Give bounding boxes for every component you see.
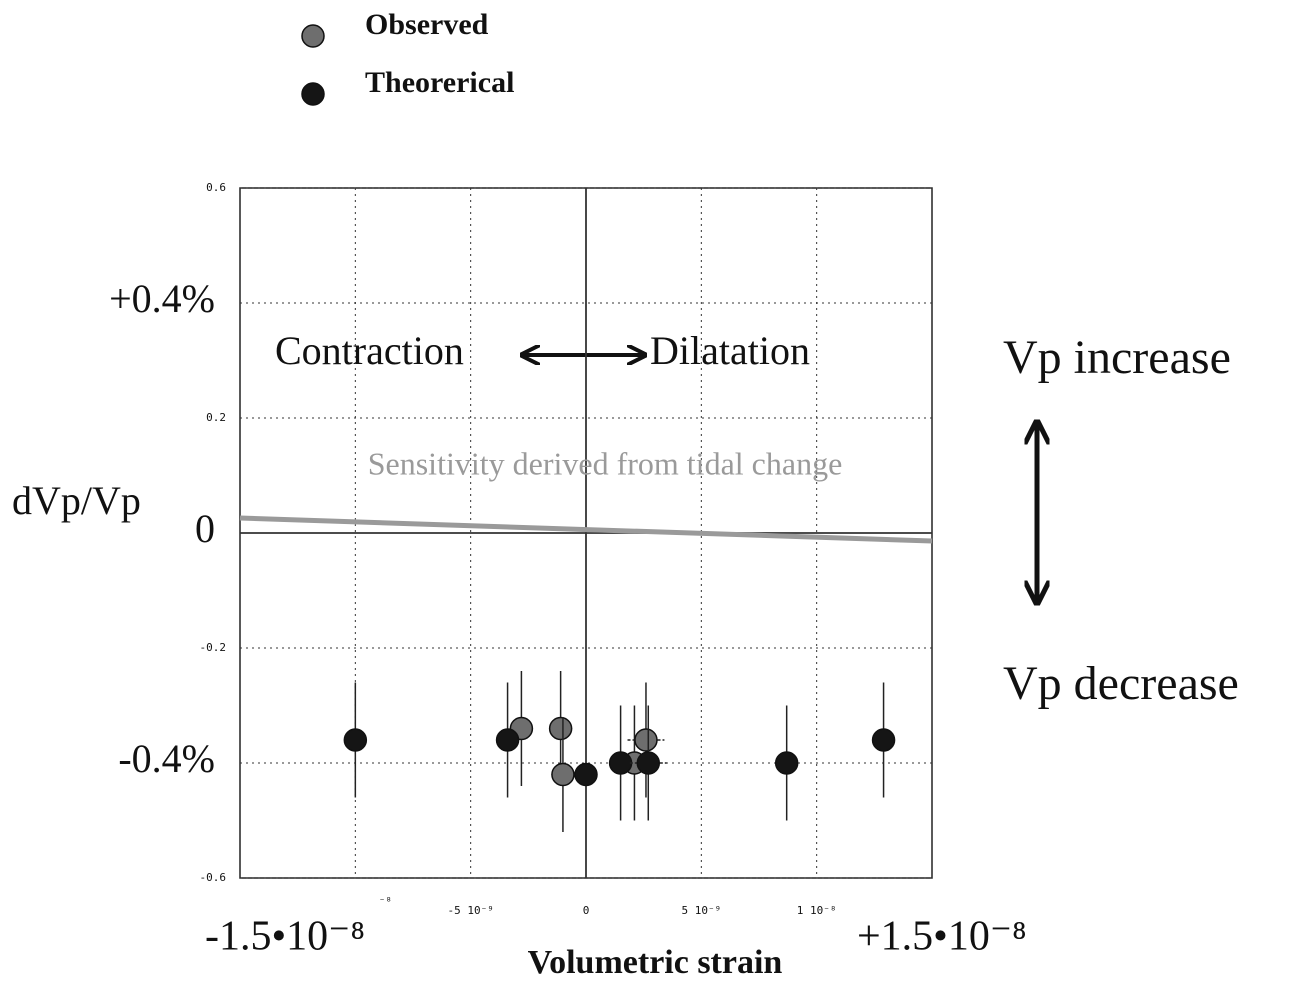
- x-tick-label: ⁻⁸: [379, 895, 392, 908]
- point: [608, 751, 633, 775]
- sensitivity-label: Sensitivity derived from tidal change: [368, 445, 843, 481]
- point: [495, 728, 520, 752]
- x-axis-label: Volumetric strain: [528, 944, 783, 981]
- point: [551, 762, 575, 787]
- point: [574, 762, 598, 787]
- y-tick-label: 0.2: [206, 411, 226, 424]
- sensitivity-line: [239, 515, 933, 544]
- x-tick-label: -5 10⁻⁹: [447, 904, 493, 917]
- x-tick-label: 0: [583, 904, 590, 917]
- point: [774, 751, 799, 775]
- annotation: Vp decrease: [1003, 657, 1239, 710]
- x-tick-label: -1.5•10⁻⁸: [205, 914, 365, 960]
- legend: Observed Theorerical: [301, 8, 514, 106]
- annotation: Dilatation: [650, 328, 810, 373]
- y-tick-label: 0: [195, 506, 215, 551]
- point: [343, 728, 368, 752]
- x-tick-label: 5 10⁻⁹: [681, 904, 721, 917]
- point: [634, 728, 658, 752]
- point: [871, 728, 896, 752]
- legend-marker: [301, 24, 325, 48]
- annotation: Vp increase: [1003, 331, 1231, 384]
- y-tick-label: -0.6: [200, 871, 227, 884]
- legend-label: Observed: [365, 8, 489, 41]
- legend-marker: [301, 82, 325, 106]
- annotation: Contraction: [275, 328, 464, 373]
- y-axis-label: dVp/Vp: [12, 478, 141, 523]
- y-tick-label: 0.6: [206, 181, 226, 194]
- point: [636, 751, 661, 775]
- x-tick-label: +1.5•10⁻⁸: [857, 914, 1027, 960]
- legend-label: Theorerical: [365, 66, 514, 99]
- y-tick-label: -0.2: [200, 641, 227, 654]
- y-tick-label: -0.4%: [118, 736, 215, 781]
- x-tick-label: 1 10⁻⁸: [797, 904, 837, 917]
- point: [548, 716, 573, 741]
- y-tick-label: +0.4%: [109, 276, 215, 321]
